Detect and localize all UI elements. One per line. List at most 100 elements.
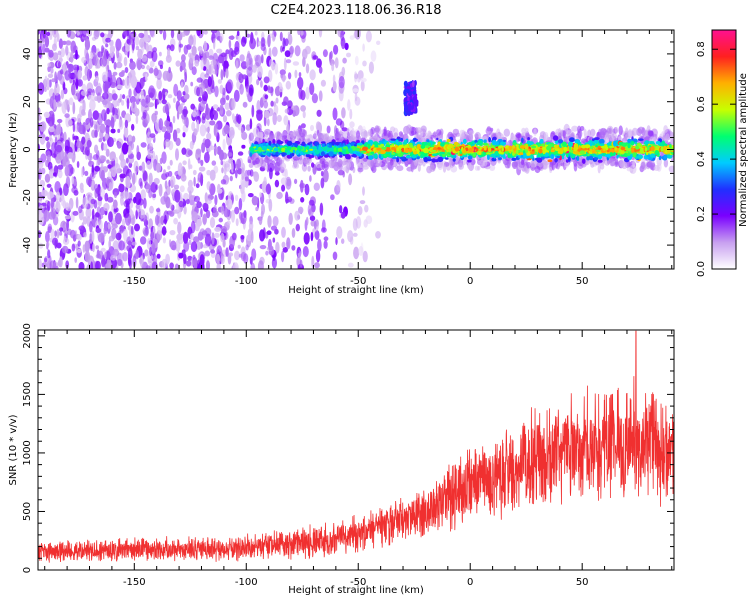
heat-cell: [108, 182, 113, 191]
heat-cell: [65, 45, 69, 56]
heat-cell: [38, 82, 45, 95]
heat-cell: [107, 136, 114, 148]
heat-cell: [38, 258, 42, 269]
heat-cell: [331, 63, 335, 72]
heat-cell: [294, 45, 301, 57]
heat-cell: [354, 55, 359, 66]
heat-cell: [247, 193, 254, 198]
heat-cell: [156, 77, 162, 90]
heat-cell: [122, 228, 128, 241]
heat-cell: [135, 249, 140, 260]
heat-cell: [81, 136, 86, 145]
heat-cell: [266, 230, 272, 235]
heat-cell: [152, 47, 157, 53]
heat-cell: [128, 162, 133, 169]
heat-cell: [318, 90, 323, 102]
heat-cell: [57, 100, 62, 107]
heat-cell: [124, 119, 129, 129]
heat-cell: [47, 73, 54, 79]
heat-cell: [346, 52, 351, 58]
heat-cell: [214, 85, 219, 98]
heat-cell: [107, 170, 113, 179]
heat-cell: [221, 167, 224, 174]
heat-cell: [248, 84, 254, 97]
heat-cell: [299, 179, 304, 193]
heat-cell: [216, 253, 221, 264]
heat-cell: [229, 175, 233, 182]
heat-cell: [73, 178, 77, 186]
heat-cell: [356, 158, 361, 167]
heat-cell: [303, 232, 310, 245]
heat-cell: [259, 229, 265, 242]
heat-cell: [85, 207, 92, 219]
heat-cell: [119, 93, 123, 103]
heat-cell: [370, 159, 375, 167]
heat-cell: [342, 57, 347, 64]
heat-cell: [374, 125, 380, 135]
heat-cell: [223, 124, 230, 135]
heat-cell: [149, 92, 154, 98]
heat-cell: [46, 31, 51, 37]
heat-cell: [121, 100, 125, 106]
heat-cell: [89, 99, 96, 111]
heat-cell: [241, 36, 246, 43]
heat-cell: [625, 127, 629, 137]
heat-cell: [161, 226, 167, 236]
heat-cell: [105, 50, 109, 60]
heat-cell: [126, 97, 130, 110]
heat-cell: [239, 83, 244, 95]
heat-cell: [302, 56, 306, 68]
heat-cell: [317, 238, 322, 252]
heat-cell: [159, 64, 163, 70]
heat-cell: [236, 158, 242, 170]
heat-cell: [249, 57, 253, 65]
heat-cell: [147, 253, 154, 261]
heat-cell: [193, 257, 198, 269]
heat-cell: [360, 131, 368, 138]
heat-cell: [139, 209, 146, 219]
heat-cell: [149, 205, 154, 214]
heat-cell: [58, 256, 63, 268]
heat-cell: [335, 118, 343, 126]
heat-cell: [254, 31, 258, 36]
heat-cell: [224, 102, 231, 111]
heat-cell: [239, 54, 245, 62]
heat-cell: [126, 200, 130, 208]
heat-cell: [48, 49, 54, 58]
heat-cell: [195, 241, 202, 250]
heat-cell: [226, 220, 231, 226]
heat-cell: [146, 64, 150, 70]
heat-cell: [174, 263, 179, 269]
heat-cell: [202, 244, 209, 249]
heat-cell: [169, 159, 173, 166]
heat-cell: [254, 164, 260, 168]
heat-cell: [396, 165, 404, 172]
heat-cell: [270, 100, 274, 107]
heat-cell: [488, 136, 491, 143]
heat-cell: [201, 112, 206, 121]
heat-cell: [237, 151, 244, 156]
heat-cell: [321, 227, 327, 233]
heat-cell: [462, 155, 468, 158]
heat-cell: [339, 205, 343, 214]
heat-cell: [338, 133, 344, 141]
heat-cell: [76, 31, 80, 36]
heat-cell: [248, 132, 254, 141]
heat-cell: [113, 61, 117, 70]
heat-cell: [392, 157, 398, 160]
heat-cell: [76, 90, 81, 101]
heat-cell: [272, 112, 278, 126]
heat-cell: [347, 262, 354, 268]
heat-cell: [46, 77, 50, 91]
heat-cell: [140, 189, 146, 201]
heat-cell: [71, 83, 76, 96]
heat-cell: [281, 101, 288, 106]
heat-cell: [299, 259, 303, 268]
heat-cell: [354, 96, 361, 106]
heat-cell: [53, 37, 57, 48]
heat-cell: [62, 63, 66, 72]
heat-cell: [78, 261, 85, 269]
heat-cell: [365, 30, 372, 43]
heat-cell: [223, 207, 230, 218]
heat-cell: [128, 134, 133, 143]
